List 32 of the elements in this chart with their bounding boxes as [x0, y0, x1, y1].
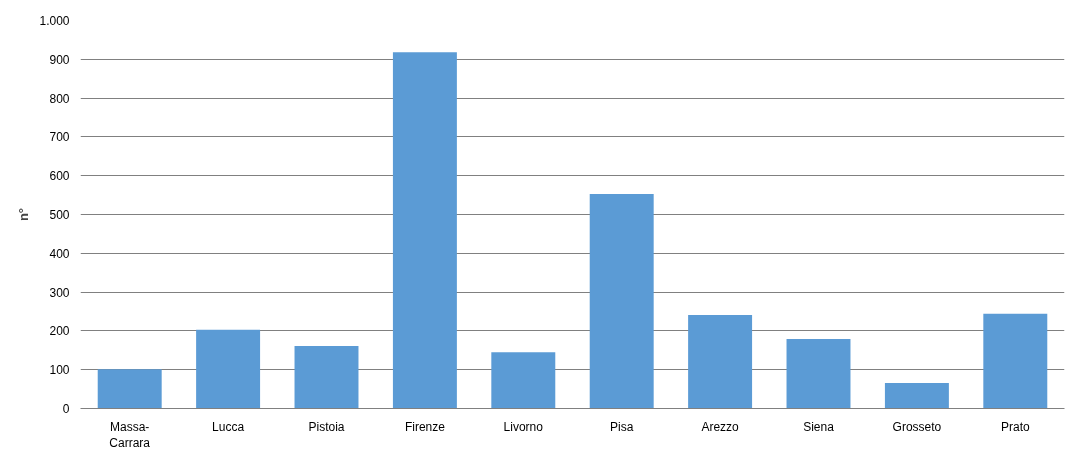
- x-tick-label: Siena: [803, 419, 835, 434]
- bar: [983, 313, 1048, 409]
- bar: [688, 314, 753, 409]
- y-tick-label: 600: [49, 169, 70, 184]
- x-tick-label: Pisa: [610, 419, 634, 434]
- bar: [392, 52, 457, 409]
- x-tick-label: Massa-Carrara: [109, 419, 151, 451]
- y-tick-label: 700: [49, 130, 70, 145]
- bar: [196, 329, 261, 409]
- x-tick-label: Lucca: [212, 419, 245, 434]
- bar: [589, 193, 654, 409]
- bar: [884, 382, 949, 409]
- x-tick-label: Grosseto: [892, 419, 942, 434]
- x-tick-label: Firenze: [404, 419, 446, 434]
- x-tick-label: Arezzo: [701, 419, 740, 434]
- y-tick-label: 500: [49, 208, 70, 222]
- y-tick-label: 100: [49, 363, 70, 378]
- bar: [491, 352, 556, 409]
- bar: [786, 339, 851, 409]
- x-tick-label: Prato: [1000, 419, 1030, 434]
- y-tick-label: 200: [49, 324, 70, 339]
- y-tick-label: 1.000: [39, 14, 70, 28]
- x-tick-label: Livorno: [503, 419, 544, 434]
- y-tick-label: 400: [49, 246, 70, 261]
- bar: [97, 369, 162, 409]
- y-tick-label: 800: [49, 91, 70, 106]
- x-tick-label: Pistoia: [308, 419, 345, 434]
- y-axis-title: n°: [16, 207, 32, 222]
- y-tick-label: 900: [49, 52, 70, 67]
- bar: [294, 346, 359, 409]
- y-tick-label: 300: [49, 285, 70, 300]
- y-tick-label: 0: [62, 402, 70, 416]
